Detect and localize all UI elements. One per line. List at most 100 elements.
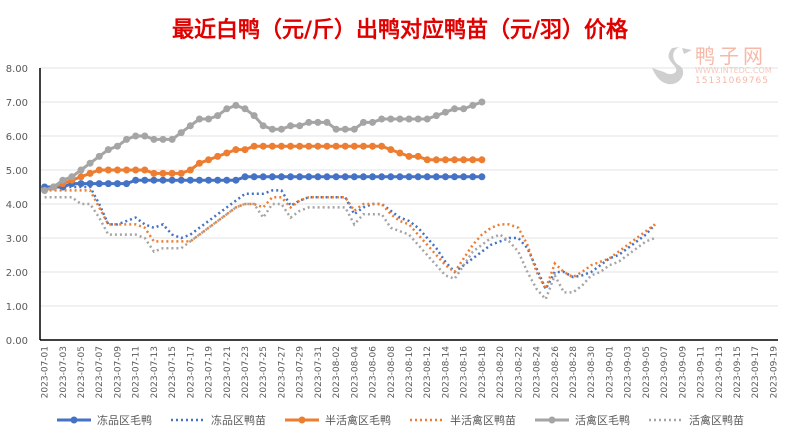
- data-point: [423, 156, 431, 164]
- data-point: [359, 118, 367, 126]
- legend-label: 冻品区鸭苗: [211, 414, 266, 427]
- legend-item: 冻品区毛鸭: [56, 412, 152, 428]
- y-tick-label: 5.00: [6, 166, 28, 177]
- legend-swatch-icon: [171, 418, 205, 422]
- data-point: [268, 125, 276, 133]
- data-point: [423, 173, 431, 181]
- data-point: [287, 173, 295, 181]
- data-point: [414, 152, 422, 160]
- data-point: [277, 125, 285, 133]
- series-line: [44, 189, 656, 293]
- data-point: [296, 142, 304, 150]
- data-point: [314, 173, 322, 181]
- x-tick-label: 2023-07-23: [241, 346, 251, 398]
- data-point: [95, 152, 103, 160]
- legend-label: 活禽区毛鸭: [575, 414, 630, 427]
- data-point: [378, 115, 386, 123]
- data-point: [232, 101, 240, 109]
- data-point: [432, 156, 440, 164]
- watermark-logo: 鸭子网 WWW.INTEDC.COM 15131069765: [650, 40, 800, 100]
- data-point: [168, 135, 176, 143]
- data-point: [186, 176, 194, 184]
- data-point: [86, 169, 94, 177]
- data-point: [268, 142, 276, 150]
- data-point: [341, 173, 349, 181]
- data-point: [350, 142, 358, 150]
- data-point: [396, 149, 404, 157]
- x-tick-label: 2023-08-12: [423, 346, 433, 398]
- data-point: [77, 173, 85, 181]
- legend-label: 半活禽区毛鸭: [325, 414, 391, 427]
- data-point: [305, 173, 313, 181]
- legend-swatch-icon: [285, 416, 319, 424]
- data-point: [159, 135, 167, 143]
- data-point: [451, 156, 459, 164]
- data-point: [460, 173, 468, 181]
- data-point: [59, 176, 67, 184]
- series-5: [41, 98, 486, 194]
- data-point: [132, 166, 140, 174]
- data-point: [478, 156, 486, 164]
- data-point: [77, 166, 85, 174]
- x-tick-label: 2023-09-15: [733, 346, 743, 398]
- data-point: [95, 180, 103, 188]
- data-point: [405, 173, 413, 181]
- x-tick-label: 2023-07-17: [186, 346, 196, 398]
- data-point: [250, 112, 258, 120]
- data-point: [469, 173, 477, 181]
- x-tick-label: 2023-08-06: [369, 346, 379, 399]
- x-tick-label: 2023-07-03: [59, 346, 69, 398]
- x-tick-label: 2023-07-07: [95, 346, 105, 398]
- x-tick-label: 2023-07-29: [296, 346, 306, 399]
- data-point: [168, 176, 176, 184]
- data-point: [414, 173, 422, 181]
- x-tick-label: 2023-08-28: [569, 346, 579, 399]
- legend-swatch-icon: [535, 416, 569, 424]
- y-tick-label: 4.00: [6, 200, 28, 211]
- data-point: [387, 173, 395, 181]
- y-tick-label: 3.00: [6, 234, 28, 245]
- data-point: [150, 135, 158, 143]
- x-tick-label: 2023-08-16: [460, 346, 470, 399]
- legend: 冻品区毛鸭 冻品区鸭苗 半活禽区毛鸭 半活禽区鸭苗 活禽区毛鸭 活禽区鸭苗: [0, 412, 800, 428]
- data-point: [469, 101, 477, 109]
- data-point: [214, 152, 222, 160]
- data-point: [150, 176, 158, 184]
- data-point: [86, 159, 94, 167]
- data-point: [277, 142, 285, 150]
- data-point: [223, 149, 231, 157]
- data-point: [323, 142, 331, 150]
- x-tick-label: 2023-07-01: [41, 346, 51, 398]
- data-point: [195, 115, 203, 123]
- data-point: [50, 183, 58, 191]
- y-tick-label: 6.00: [6, 132, 28, 143]
- data-point: [104, 146, 112, 154]
- data-point: [414, 115, 422, 123]
- x-tick-label: 2023-07-27: [277, 346, 287, 398]
- series-1: [41, 173, 486, 191]
- data-point: [396, 115, 404, 123]
- x-tick-label: 2023-08-26: [551, 346, 561, 399]
- data-point: [296, 173, 304, 181]
- watermark-url: WWW.INTEDC.COM: [695, 66, 772, 75]
- data-point: [177, 129, 185, 137]
- data-point: [441, 108, 449, 116]
- y-tick-label: 8.00: [6, 64, 28, 75]
- data-point: [159, 169, 167, 177]
- data-point: [259, 142, 267, 150]
- legend-item: 半活禽区鸭苗: [409, 412, 516, 428]
- y-tick-label: 0.00: [6, 336, 28, 347]
- x-tick-label: 2023-09-09: [678, 346, 688, 399]
- data-point: [478, 173, 486, 181]
- data-point: [186, 166, 194, 174]
- data-point: [405, 152, 413, 160]
- x-tick-label: 2023-09-11: [697, 346, 707, 398]
- legend-item: 半活禽区毛鸭: [284, 412, 391, 428]
- data-point: [77, 180, 85, 188]
- legend-label: 活禽区鸭苗: [689, 414, 744, 427]
- data-point: [287, 122, 295, 130]
- data-point: [378, 142, 386, 150]
- data-point: [205, 156, 213, 164]
- x-tick-label: 2023-09-13: [715, 346, 725, 398]
